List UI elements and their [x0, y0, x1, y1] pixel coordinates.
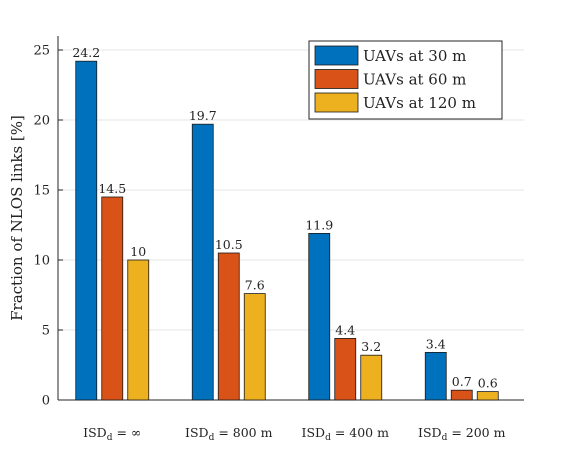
data-label: 14.5 [98, 181, 126, 196]
x-category-labels: ISDd = ∞ ISDd = 800 m ISDd = 400 m ISDd = 2… [83, 425, 505, 443]
legend-label: UAVs at 30 m [363, 47, 466, 65]
bar-uavs-at-120-m-1 [243, 293, 266, 401]
data-label: 0.7 [452, 374, 472, 389]
legend-swatch [314, 92, 359, 113]
y-tick-label: 20 [33, 114, 50, 129]
bar-uavs-at-30-m-3 [424, 351, 447, 401]
bar-uavs-at-30-m-1 [191, 123, 214, 401]
bars [75, 60, 499, 401]
data-label: 3.2 [361, 339, 381, 354]
legend: UAVs at 30 m UAVs at 60 m UAVs at 120 m [308, 40, 503, 120]
y-tick-label: 5 [42, 324, 50, 339]
legend-swatch [314, 45, 359, 66]
data-label: 7.6 [245, 278, 265, 293]
legend-swatch [314, 69, 359, 89]
x-category-label: ISDd = 400 m [302, 425, 390, 443]
bar-uavs-at-60-m-0 [101, 196, 124, 401]
data-label: 0.6 [478, 376, 498, 391]
bar-uavs-at-120-m-0 [127, 259, 150, 401]
y-tick-label: 0 [42, 394, 50, 409]
bar-uavs-at-120-m-3 [476, 391, 499, 401]
data-label: 11.9 [305, 217, 333, 232]
y-tick-label: 25 [33, 44, 50, 59]
bar-uavs-at-30-m-2 [308, 232, 331, 401]
y-axis-label: Fraction of NLOS links [%] [8, 115, 26, 321]
data-label: 19.7 [189, 108, 217, 123]
x-category-label: ISDd = ∞ [83, 425, 141, 443]
data-label: 10.5 [215, 237, 243, 252]
bar-uavs-at-60-m-3 [450, 389, 473, 401]
bar-uavs-at-30-m-0 [75, 60, 98, 401]
data-label: 10 [130, 244, 146, 259]
data-label: 3.4 [426, 336, 446, 351]
data-labels: 24.2 14.5 10 19.7 10.5 7.6 11.9 4.4 3.2 3.4 0.7 0.6 [72, 45, 497, 390]
legend-label: UAVs at 60 m [363, 71, 466, 89]
bar-uavs-at-120-m-2 [360, 354, 383, 401]
legend-label: UAVs at 120 m [363, 94, 476, 112]
y-tick-label: 15 [33, 184, 50, 199]
x-category-label: ISDd = 800 m [185, 425, 273, 443]
data-label: 24.2 [72, 45, 100, 60]
bar-uavs-at-60-m-1 [217, 252, 240, 401]
y-tick-label: 10 [33, 254, 50, 269]
data-label: 4.4 [335, 322, 355, 337]
bar-uavs-at-60-m-2 [334, 337, 357, 401]
x-category-label: ISDd = 200 m [418, 425, 506, 443]
